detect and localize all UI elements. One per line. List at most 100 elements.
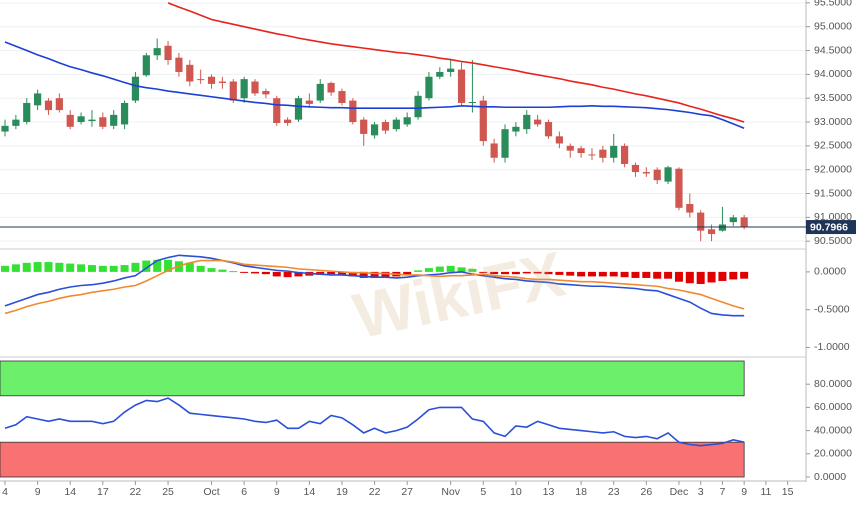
candle-body: [479, 100, 487, 142]
candle-body: [88, 119, 96, 122]
histogram-bar: [479, 271, 488, 273]
x-tick-label: 7: [719, 486, 725, 498]
histogram-bar: [468, 268, 477, 272]
candle-body: [468, 102, 477, 104]
y-tick-label: 95.5000: [814, 0, 852, 9]
x-tick-label: 17: [97, 486, 109, 498]
candle-body: [555, 136, 563, 144]
histogram-bar: [642, 271, 651, 278]
x-tick-label: 3: [698, 486, 704, 498]
candle-body: [599, 149, 607, 158]
candle-body: [207, 76, 216, 84]
candle-body: [338, 91, 346, 103]
candle-body: [729, 217, 737, 223]
x-tick-label: 26: [640, 486, 652, 498]
histogram-bar: [294, 271, 303, 277]
histogram-bar: [153, 259, 162, 272]
histogram-bar: [544, 271, 553, 275]
x-tick-label: 14: [304, 486, 316, 498]
histogram-bar: [11, 264, 20, 272]
candle-body: [12, 119, 20, 126]
candle-body: [1, 125, 9, 132]
candle-body: [175, 57, 183, 72]
x-tick-label: 13: [543, 486, 555, 498]
histogram-bar: [403, 271, 412, 275]
last-price-box: [806, 220, 856, 235]
histogram-bar: [511, 271, 520, 275]
candle-body: [164, 45, 172, 61]
histogram-bar: [196, 265, 205, 272]
histogram-bar: [555, 271, 564, 275]
x-tick-label: 9: [35, 486, 41, 498]
histogram-bar: [240, 271, 249, 273]
histogram-bar: [218, 269, 227, 272]
y-tick-label: 40.0000: [814, 424, 852, 436]
histogram-bar: [359, 271, 368, 278]
histogram-bar: [664, 271, 673, 279]
histogram-bar: [87, 265, 96, 272]
histogram-bar: [522, 271, 531, 274]
histogram-bar: [674, 271, 683, 282]
histogram-bar: [446, 265, 455, 272]
candle-body: [436, 71, 444, 77]
candle-body: [23, 102, 31, 123]
candle-body: [414, 95, 422, 118]
histogram-bar: [729, 271, 738, 280]
candle-body: [523, 114, 531, 130]
histogram-bar: [337, 271, 346, 275]
candle-body: [697, 212, 705, 231]
candle-body: [620, 145, 629, 164]
y-tick-label: 92.5000: [814, 140, 852, 152]
histogram-bar: [44, 262, 53, 272]
line-series: [4, 259, 745, 315]
histogram-bar: [598, 271, 607, 277]
y-tick-label: 92.0000: [814, 163, 852, 175]
histogram-bar: [490, 271, 499, 275]
candle-body: [610, 145, 618, 158]
x-tick-label: 15: [782, 486, 794, 498]
candle-body: [131, 76, 140, 101]
candle-body: [55, 98, 63, 111]
candle-body: [740, 217, 748, 228]
x-tick-label: 14: [64, 486, 76, 498]
x-tick-label: 9: [741, 486, 747, 498]
histogram-bar: [718, 271, 727, 281]
plot-layer: [0, 2, 806, 478]
last-price-label: 90.7966: [810, 221, 848, 233]
histogram-bar: [22, 262, 31, 272]
histogram-bar: [653, 271, 662, 279]
histogram-bar: [370, 271, 379, 278]
histogram-bar: [207, 268, 216, 272]
histogram-bar: [55, 262, 64, 272]
histogram-bar: [577, 271, 586, 277]
histogram-bar: [414, 270, 423, 272]
candle-body: [447, 68, 455, 72]
candle-body: [262, 91, 270, 95]
candle-body: [457, 69, 466, 103]
candle-body: [653, 169, 661, 181]
candle-body: [642, 172, 650, 174]
zone: [0, 360, 745, 397]
candle-body: [490, 143, 498, 158]
candle-body: [110, 114, 118, 126]
candle-body: [360, 119, 368, 134]
histogram-bar: [229, 271, 238, 273]
x-tick-label: Oct: [203, 486, 219, 498]
candle-body: [142, 55, 150, 76]
candle-body: [327, 82, 335, 93]
histogram-bar: [533, 271, 542, 274]
histogram-bar: [109, 265, 118, 272]
histogram-bar: [587, 271, 596, 277]
histogram-bar: [707, 271, 716, 283]
line-series: [167, 2, 745, 123]
histogram-bar: [261, 271, 270, 275]
y-tick-label: 20.0000: [814, 448, 852, 460]
candle-body: [197, 79, 205, 81]
histogram-bar: [131, 262, 140, 272]
x-tick-label: 10: [510, 486, 522, 498]
x-tick-label: 9: [274, 486, 280, 498]
candle-body: [718, 224, 727, 231]
candle-body: [577, 148, 585, 154]
line-series: [4, 397, 745, 447]
